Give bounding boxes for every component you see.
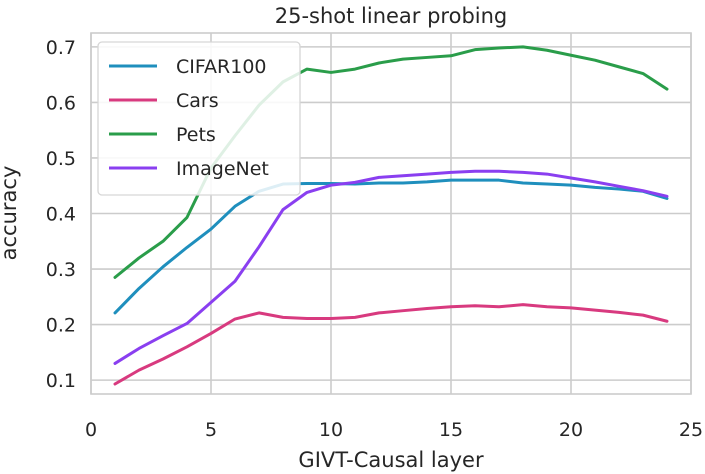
y-tick-label: 0.3 bbox=[46, 259, 76, 281]
x-tick-label: 5 bbox=[205, 419, 217, 441]
x-tick-label: 20 bbox=[559, 419, 583, 441]
y-tick-label: 0.2 bbox=[46, 315, 76, 337]
y-axis-title: accuracy bbox=[0, 166, 21, 261]
y-tick-labels: 0.1 0.2 0.3 0.4 0.5 0.6 0.7 bbox=[46, 37, 76, 392]
chart-title: 25-shot linear probing bbox=[275, 4, 508, 28]
legend: CIFAR100 Cars Pets ImageNet bbox=[97, 41, 301, 196]
y-tick-label: 0.1 bbox=[46, 370, 76, 392]
legend-label-imagenet: ImageNet bbox=[176, 158, 269, 180]
y-tick-label: 0.5 bbox=[46, 148, 76, 170]
series-line-cifar100 bbox=[113, 178, 669, 315]
x-tick-label: 15 bbox=[439, 419, 463, 441]
legend-box bbox=[97, 41, 301, 196]
legend-label-pets: Pets bbox=[176, 124, 216, 146]
x-tick-label: 0 bbox=[85, 419, 97, 441]
legend-label-cifar100: CIFAR100 bbox=[176, 56, 267, 78]
y-tick-label: 0.4 bbox=[46, 204, 76, 226]
y-tick-label: 0.7 bbox=[46, 37, 76, 59]
x-tick-labels: 0 5 10 15 20 25 bbox=[85, 419, 703, 441]
legend-items: CIFAR100 Cars Pets ImageNet bbox=[109, 56, 269, 180]
x-tick-label: 25 bbox=[679, 419, 703, 441]
series-line-cars bbox=[113, 303, 669, 386]
legend-label-cars: Cars bbox=[176, 90, 219, 112]
x-tick-label: 10 bbox=[319, 419, 343, 441]
y-tick-label: 0.6 bbox=[46, 92, 76, 114]
x-axis-title: GIVT-Causal layer bbox=[298, 448, 484, 472]
series-line-imagenet bbox=[113, 169, 669, 365]
